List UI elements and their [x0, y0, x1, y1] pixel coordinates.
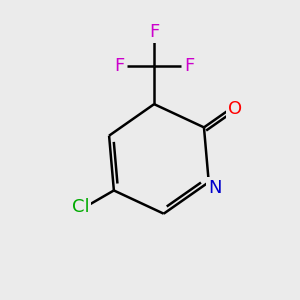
Text: N: N	[208, 178, 221, 196]
Text: F: F	[149, 23, 159, 41]
Text: F: F	[184, 56, 194, 74]
Text: F: F	[114, 56, 124, 74]
Text: Cl: Cl	[72, 198, 89, 216]
Text: O: O	[228, 100, 242, 118]
